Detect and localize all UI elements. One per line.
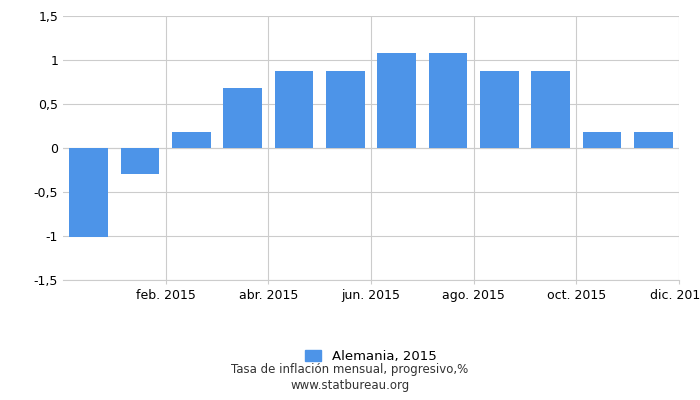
Bar	[69, 148, 108, 237]
Text: Tasa de inflación mensual, progresivo,%: Tasa de inflación mensual, progresivo,%	[232, 364, 468, 376]
Bar	[274, 72, 314, 148]
Bar	[377, 53, 416, 148]
Bar	[531, 72, 570, 148]
Bar	[326, 72, 365, 148]
Bar	[223, 88, 262, 148]
Bar	[582, 132, 622, 148]
Bar	[634, 132, 673, 148]
Bar	[120, 148, 160, 174]
Bar	[428, 53, 468, 148]
Legend: Alemania, 2015: Alemania, 2015	[300, 345, 442, 368]
Bar	[172, 132, 211, 148]
Bar	[480, 72, 519, 148]
Text: www.statbureau.org: www.statbureau.org	[290, 380, 410, 392]
